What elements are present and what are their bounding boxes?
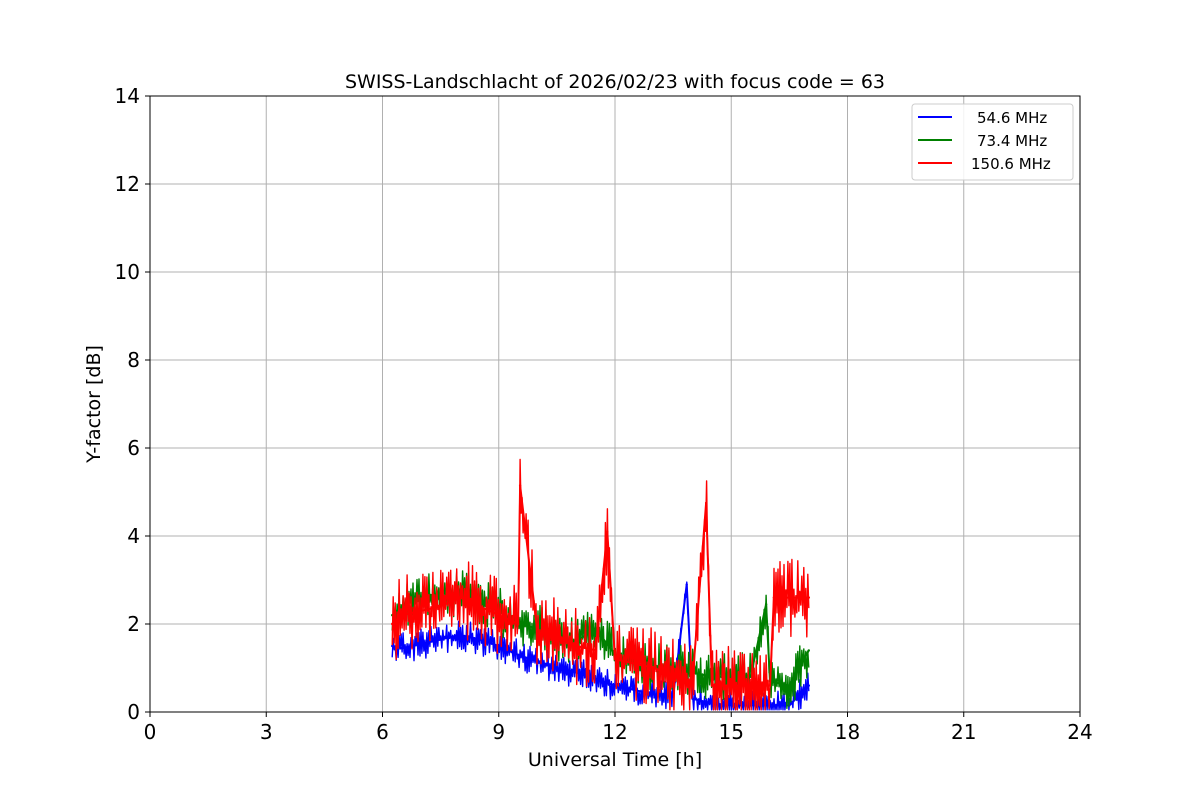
data-point — [768, 684, 772, 687]
data-point — [575, 644, 578, 648]
y-tick-label: 10 — [115, 260, 140, 284]
x-axis-label: Universal Time [h] — [528, 749, 702, 771]
data-point — [652, 666, 655, 670]
legend-label-73-4: 73.4 MHz — [977, 132, 1047, 150]
data-point — [420, 642, 423, 645]
data-point — [555, 666, 559, 670]
x-tick-label: 21 — [951, 720, 976, 744]
data-point — [400, 614, 404, 617]
x-tick-label: 15 — [719, 720, 744, 744]
data-point — [594, 627, 597, 630]
data-point — [458, 633, 462, 637]
data-point — [439, 605, 442, 608]
y-tick-label: 2 — [127, 612, 140, 636]
data-point — [788, 684, 791, 687]
x-tick-label: 24 — [1067, 720, 1092, 744]
data-point — [685, 583, 688, 586]
series-noise — [391, 458, 810, 711]
data-point — [730, 684, 733, 687]
x-tick-label: 9 — [492, 720, 505, 744]
y-tick-label: 8 — [127, 348, 140, 372]
legend: 54.6 MHz 73.4 MHz 150.6 MHz — [911, 103, 1074, 181]
data-point — [478, 638, 481, 641]
data-point — [458, 596, 462, 599]
data-point — [439, 638, 442, 641]
data-point — [807, 649, 810, 652]
legend-label-54-6: 54.6 MHz — [977, 109, 1047, 127]
data-point — [807, 596, 810, 599]
data-point — [391, 622, 394, 626]
data-point — [420, 609, 423, 612]
data-point — [710, 702, 714, 705]
data-point — [704, 501, 708, 505]
series-noise — [391, 581, 810, 711]
data-point — [555, 636, 559, 639]
y-tick-label: 12 — [115, 172, 140, 196]
data-point — [633, 662, 636, 665]
series-layer — [391, 458, 810, 711]
data-point — [730, 704, 733, 707]
data-point — [652, 693, 655, 696]
data-point — [516, 653, 520, 656]
data-point — [516, 622, 520, 626]
data-point — [606, 530, 609, 533]
x-tick-label: 6 — [376, 720, 389, 744]
chart-title: SWISS-Landschlacht of 2026/02/23 with fo… — [345, 71, 885, 93]
data-point — [764, 603, 768, 606]
data-point — [772, 596, 776, 599]
data-point — [691, 680, 694, 683]
data-point — [749, 684, 752, 687]
y-tick-label: 4 — [127, 524, 140, 548]
x-tick-label: 0 — [144, 720, 157, 744]
legend-label-150-6: 150.6 MHz — [971, 155, 1051, 173]
y-axis-label: Y-factor [dB] — [83, 345, 105, 464]
data-point — [613, 658, 617, 661]
series-150-6-mhz — [391, 458, 810, 711]
data-point — [478, 605, 481, 608]
data-point — [497, 614, 500, 617]
data-point — [400, 647, 404, 650]
data-point — [594, 649, 597, 652]
data-point — [807, 684, 810, 687]
data-point — [518, 484, 522, 487]
data-point — [633, 688, 636, 692]
x-tick-label: 18 — [835, 720, 860, 744]
x-tick-label: 12 — [602, 720, 627, 744]
data-point — [710, 684, 714, 687]
data-point — [536, 631, 539, 634]
data-point — [671, 675, 675, 678]
data-point — [391, 644, 394, 648]
legend-box — [911, 103, 1074, 181]
y-tick-label: 0 — [127, 700, 140, 724]
y-tick-label: 14 — [115, 84, 140, 108]
x-tick-label: 3 — [260, 720, 273, 744]
data-point — [788, 596, 791, 599]
y-tick-label: 6 — [127, 436, 140, 460]
data-point — [497, 644, 500, 648]
